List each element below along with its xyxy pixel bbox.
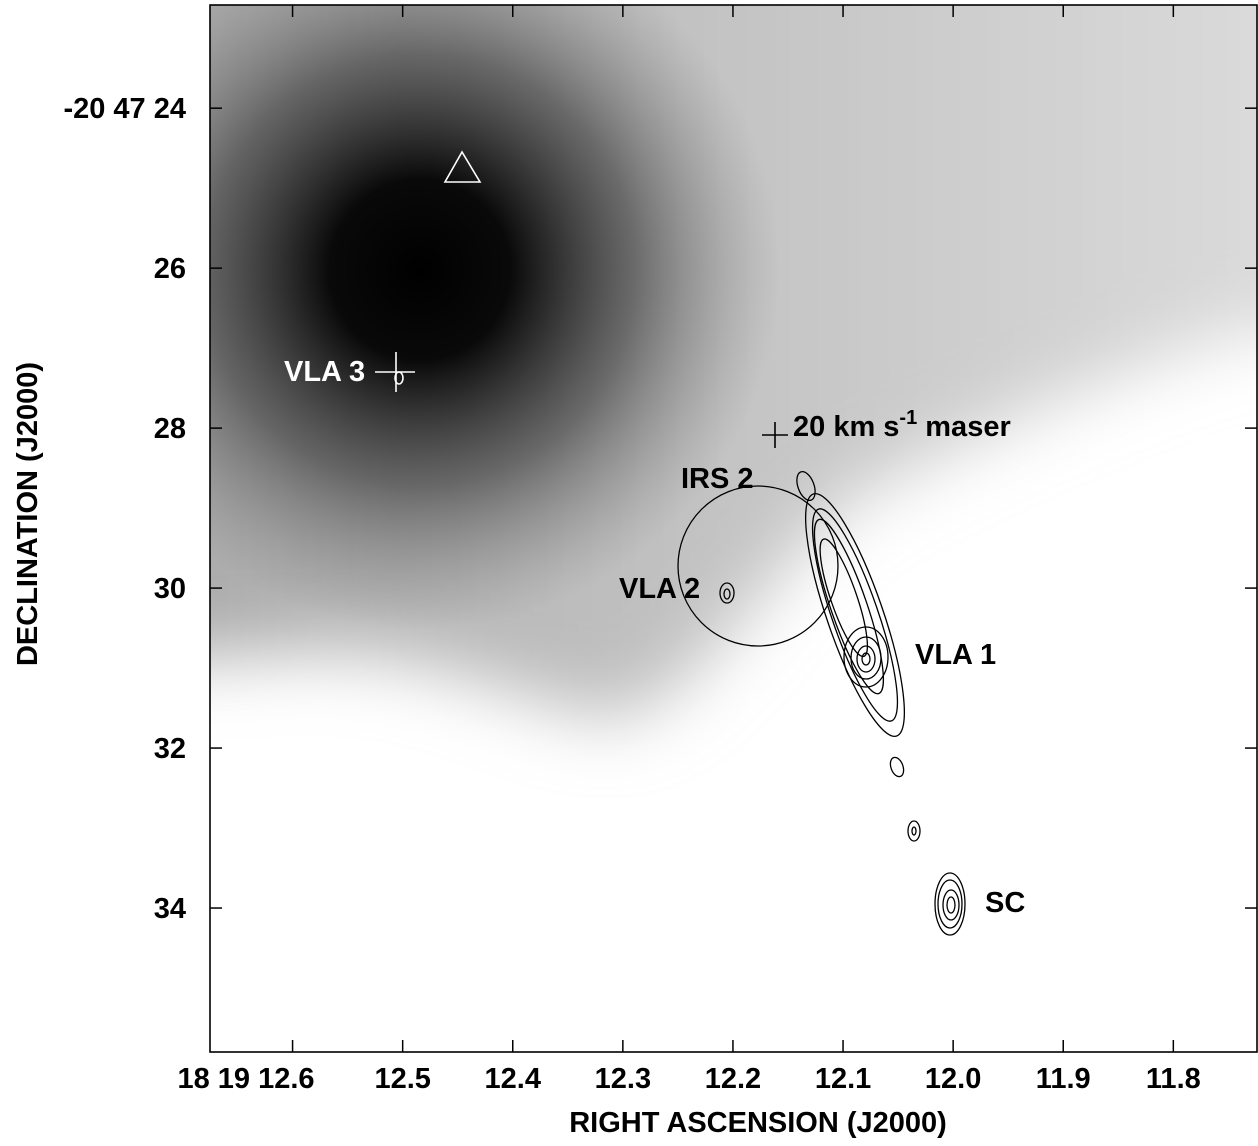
x-tick-label: 11.8 bbox=[1146, 1063, 1201, 1095]
x-tick-label: 12.0 bbox=[925, 1063, 981, 1095]
y-axis-label: DECLINATION (J2000) bbox=[12, 362, 44, 666]
annotation: VLA 1 bbox=[915, 639, 996, 671]
y-tick-label: 28 bbox=[154, 413, 186, 445]
x-tick-label: 12.3 bbox=[595, 1063, 651, 1095]
x-axis-label: RIGHT ASCENSION (J2000) bbox=[569, 1107, 947, 1139]
x-tick-label: 18 19 12.6 bbox=[177, 1063, 314, 1095]
y-tick-label: -20 47 24 bbox=[63, 93, 186, 125]
annotation: IRS 2 bbox=[681, 463, 754, 495]
x-tick-label: 12.1 bbox=[815, 1063, 871, 1095]
annotation-text: maser bbox=[917, 411, 1011, 443]
background-image bbox=[40, 0, 1258, 1052]
chart: VLA 3 20 km s-1 maser IRS 2 VLA 2 VLA 1 … bbox=[0, 0, 1258, 1141]
annotation: VLA 2 bbox=[619, 573, 700, 605]
y-tick-label: 30 bbox=[154, 573, 186, 605]
y-tick-label: 26 bbox=[154, 253, 186, 285]
annotation-text: 20 km s bbox=[793, 411, 899, 443]
annotation: VLA 3 bbox=[284, 356, 365, 388]
annotation: SC bbox=[985, 887, 1025, 919]
x-tick-label: 11.9 bbox=[1036, 1063, 1091, 1095]
x-tick-label: 12.4 bbox=[485, 1063, 541, 1095]
y-tick-label: 34 bbox=[154, 893, 186, 925]
x-tick-label: 12.5 bbox=[374, 1063, 430, 1095]
annotation-sup: -1 bbox=[899, 407, 917, 429]
x-tick-label: 12.2 bbox=[705, 1063, 761, 1095]
y-tick-label: 32 bbox=[154, 733, 186, 765]
